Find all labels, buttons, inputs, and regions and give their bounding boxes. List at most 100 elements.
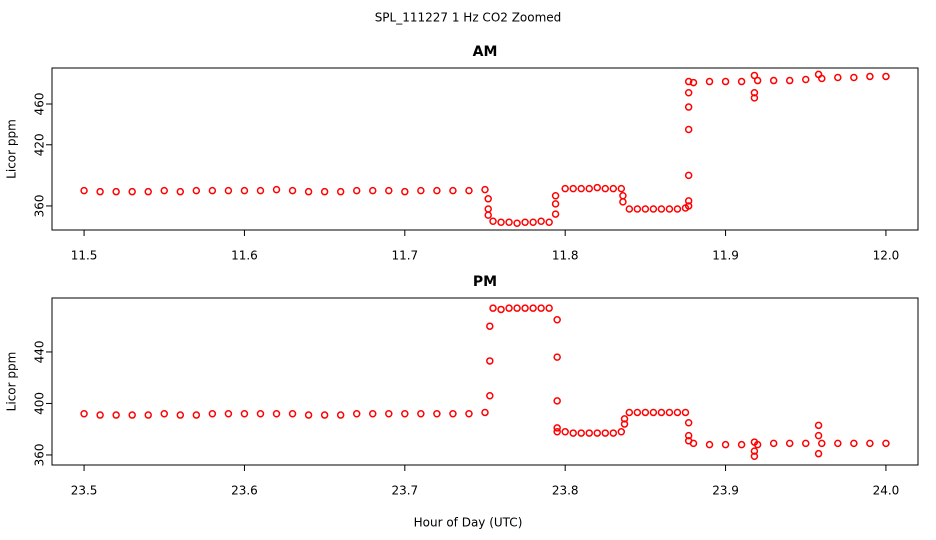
data-point xyxy=(609,429,618,437)
data-point xyxy=(617,428,626,436)
data-point xyxy=(484,211,492,219)
x-tick-label: 11.7 xyxy=(391,249,418,263)
data-point xyxy=(401,187,409,196)
data-point xyxy=(449,186,457,195)
data-point xyxy=(288,410,297,418)
data-point xyxy=(256,186,265,195)
data-point xyxy=(601,429,610,437)
data-point xyxy=(633,205,642,213)
data-point xyxy=(619,191,627,200)
data-point xyxy=(569,184,577,193)
data-point xyxy=(417,410,425,418)
data-point xyxy=(585,184,593,193)
data-point xyxy=(160,410,169,418)
y-tick-label: 400 xyxy=(32,392,46,415)
data-point xyxy=(801,439,810,448)
x-axis-label: Hour of Day (UTC) xyxy=(414,516,523,530)
data-point xyxy=(882,72,890,81)
data-point xyxy=(750,438,759,446)
x-tick-label: 23.9 xyxy=(712,484,739,498)
y-tick-label: 360 xyxy=(33,194,47,217)
data-point xyxy=(673,408,682,417)
x-tick-label: 11.6 xyxy=(231,249,258,263)
data-point xyxy=(657,205,666,213)
data-point xyxy=(814,431,823,440)
data-point xyxy=(681,408,690,417)
data-point xyxy=(80,410,88,418)
data-point xyxy=(240,186,249,195)
data-point xyxy=(737,440,746,449)
data-point xyxy=(486,322,494,330)
data-point xyxy=(80,186,88,195)
data-point xyxy=(505,304,513,312)
data-point xyxy=(192,411,201,419)
data-point xyxy=(689,78,698,87)
data-point xyxy=(553,316,561,324)
data-point xyxy=(240,410,249,418)
data-point xyxy=(673,205,682,213)
data-point xyxy=(484,195,492,203)
data-point xyxy=(785,439,794,448)
data-point xyxy=(617,184,626,193)
y-tick-label: 440 xyxy=(33,340,47,363)
data-point xyxy=(128,411,136,419)
data-point xyxy=(529,218,537,227)
data-point xyxy=(96,411,104,419)
y-tick-label: 420 xyxy=(33,133,47,156)
data-point xyxy=(385,186,393,195)
data-point xyxy=(625,205,634,213)
data-point xyxy=(551,210,560,218)
data-point xyxy=(96,187,104,196)
data-point xyxy=(750,452,759,460)
data-point xyxy=(750,94,759,102)
data-point xyxy=(304,187,313,196)
data-point xyxy=(665,408,674,417)
data-point xyxy=(593,429,602,437)
data-point xyxy=(128,187,136,196)
y-axis-label: Licor ppm xyxy=(5,119,19,179)
x-tick-label: 23.7 xyxy=(391,484,418,498)
data-point xyxy=(814,70,823,79)
data-point xyxy=(665,205,674,213)
data-point xyxy=(521,218,529,227)
x-tick-label: 12.0 xyxy=(873,249,900,263)
data-point xyxy=(401,410,409,418)
data-point xyxy=(176,411,185,419)
data-point xyxy=(465,186,473,195)
data-point xyxy=(545,218,553,227)
data-point xyxy=(834,439,842,448)
data-point xyxy=(336,187,345,196)
x-tick-label: 11.9 xyxy=(712,249,739,263)
data-point xyxy=(684,77,693,86)
data-point xyxy=(641,408,650,417)
data-point xyxy=(684,171,693,180)
data-point xyxy=(256,410,265,418)
data-point xyxy=(304,411,313,419)
data-point xyxy=(545,304,553,312)
data-point xyxy=(577,429,585,437)
data-point xyxy=(684,89,693,97)
data-point xyxy=(641,205,650,213)
data-point xyxy=(882,439,890,448)
data-point xyxy=(272,185,281,194)
data-point xyxy=(385,410,393,418)
data-point xyxy=(144,411,152,419)
data-point xyxy=(433,410,441,418)
data-point xyxy=(176,187,185,196)
data-point xyxy=(569,429,577,437)
data-point xyxy=(850,73,858,82)
data-point xyxy=(433,186,441,195)
data-point xyxy=(352,410,361,418)
data-point xyxy=(529,304,537,312)
data-point xyxy=(657,408,666,417)
data-point xyxy=(144,187,152,196)
data-point xyxy=(486,357,494,365)
x-tick-label: 23.6 xyxy=(231,484,258,498)
data-point xyxy=(537,217,545,225)
data-point xyxy=(368,410,377,418)
data-point xyxy=(561,428,569,436)
data-point xyxy=(609,184,618,193)
data-point xyxy=(224,410,233,418)
data-point xyxy=(368,186,377,195)
data-point xyxy=(850,439,858,448)
